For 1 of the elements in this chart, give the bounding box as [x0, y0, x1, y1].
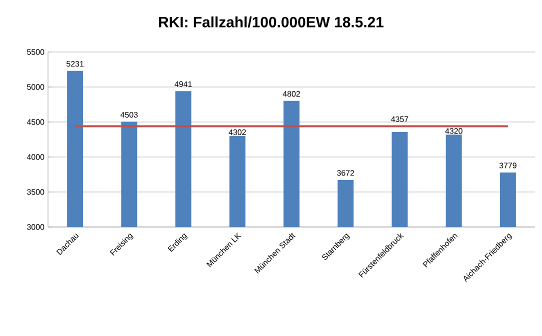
chart-title: RKI: Fallzahl/100.000EW 18.5.21 [159, 16, 384, 28]
